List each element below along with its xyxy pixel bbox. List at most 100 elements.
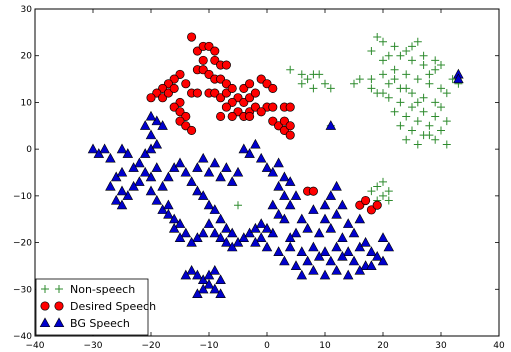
y-tick-label: 0 (26, 145, 32, 155)
data-point (413, 98, 422, 107)
data-point (145, 185, 157, 196)
data-point (128, 180, 139, 191)
data-point (284, 199, 296, 210)
data-point (285, 121, 295, 131)
legend-marker (54, 301, 64, 311)
data-point (425, 121, 434, 130)
data-point (181, 79, 191, 89)
legend-label: BG Speech (70, 317, 130, 330)
data-point (145, 129, 157, 140)
data-point (379, 70, 387, 79)
data-point (122, 148, 134, 158)
data-point (163, 208, 174, 219)
data-point (110, 194, 122, 205)
data-point (413, 140, 422, 149)
data-point (209, 264, 221, 275)
data-point (413, 37, 422, 46)
data-point (413, 117, 422, 126)
data-point (297, 79, 306, 88)
data-point (419, 93, 428, 102)
plot-area (87, 32, 464, 299)
data-point (139, 120, 151, 130)
data-point (255, 152, 267, 163)
data-point (197, 152, 209, 163)
data-point (355, 75, 364, 84)
data-point (384, 187, 393, 196)
data-point (268, 102, 278, 112)
series-bg-speech (87, 68, 464, 299)
data-point (408, 89, 416, 98)
data-point (367, 75, 376, 84)
data-point (203, 278, 215, 289)
data-point (273, 208, 284, 219)
data-point (384, 196, 393, 205)
data-point (373, 182, 382, 191)
legend-marker (40, 301, 50, 311)
data-point (325, 190, 337, 200)
data-point (245, 111, 255, 121)
data-point (390, 65, 399, 74)
data-point (297, 70, 306, 79)
legend-label: Desired Speech (70, 300, 156, 313)
legend-label: Non-speech (70, 283, 135, 296)
data-point (408, 42, 416, 51)
data-point (402, 84, 411, 93)
data-point (419, 61, 428, 70)
data-point (408, 56, 416, 65)
data-point (255, 232, 267, 242)
data-point (408, 126, 416, 135)
data-point (186, 176, 197, 186)
data-point (384, 51, 393, 60)
data-point (308, 204, 319, 214)
x-tick-label: 20 (377, 341, 389, 351)
data-point (285, 102, 295, 112)
data-point (319, 246, 331, 256)
data-point (261, 162, 273, 172)
data-point (105, 152, 116, 163)
data-point (360, 236, 371, 247)
data-point (377, 232, 389, 242)
data-point (174, 157, 186, 168)
data-point (215, 213, 226, 224)
data-point (215, 274, 226, 284)
data-point (203, 166, 215, 177)
data-point (134, 157, 145, 168)
data-point (187, 32, 197, 42)
data-point (425, 70, 434, 79)
data-point (390, 75, 399, 84)
data-point (384, 93, 393, 102)
data-point (180, 227, 192, 238)
data-point (250, 138, 261, 149)
data-point (267, 166, 279, 177)
data-point (379, 191, 387, 200)
x-tick-label: 10 (319, 341, 331, 351)
data-point (215, 171, 226, 182)
data-point (145, 110, 157, 121)
data-point (244, 148, 255, 158)
data-point (284, 176, 296, 186)
data-point (290, 260, 302, 270)
y-tick-label: 10 (21, 98, 33, 108)
data-point (232, 166, 244, 177)
data-point (203, 218, 215, 228)
data-point (337, 250, 348, 261)
data-point (396, 51, 405, 60)
y-tick-label: −40 (13, 332, 32, 342)
y-tick-label: 30 (21, 5, 33, 15)
data-point (116, 199, 128, 210)
data-point (209, 204, 221, 214)
data-point (215, 288, 226, 299)
legend-entry: Non-speech (41, 283, 135, 296)
data-point (296, 269, 308, 280)
data-point (180, 166, 192, 177)
data-point (379, 89, 387, 98)
legend-entry: BG Speech (39, 317, 130, 330)
data-point (234, 201, 242, 210)
data-point (325, 222, 337, 233)
data-point (209, 157, 221, 168)
data-point (337, 232, 348, 242)
data-point (337, 199, 348, 210)
legend-marker (41, 285, 49, 293)
data-point (303, 75, 312, 84)
